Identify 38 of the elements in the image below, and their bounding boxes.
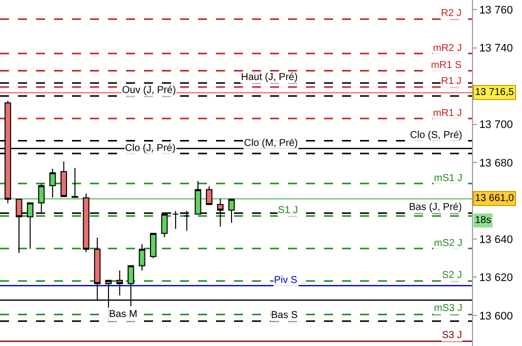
- text: 13 661,0: [475, 193, 514, 204]
- ref-line-label: R2 J: [441, 8, 462, 19]
- ref-line-label: mS2 J: [434, 238, 462, 249]
- ref-line-label: S1 J: [278, 205, 298, 216]
- y-tick-label: 13 600: [479, 310, 513, 322]
- ref-line-label: R1 J: [441, 76, 462, 87]
- ref-line-label: Piv S: [274, 275, 298, 286]
- y-tick-label: 13 620: [479, 272, 513, 284]
- candlestick: [116, 270, 123, 296]
- ref-line-label: Bas (J, Pré): [409, 202, 462, 213]
- ref-line-label: Haut (J, Pré): [241, 72, 298, 83]
- candlestick: [60, 161, 67, 198]
- ref-line-label: Clo (S, Pré): [410, 130, 462, 141]
- y-tick-label: 13 640: [479, 234, 513, 246]
- ref-line-label: Clo (J, Pré): [125, 143, 176, 154]
- ref-line-label: mS1 J: [434, 173, 462, 184]
- text: 13 716,5: [475, 87, 514, 98]
- candlestick: [72, 167, 78, 198]
- candlestick: [49, 168, 56, 198]
- ref-line-label: S2 J: [442, 270, 462, 281]
- ref-line-label: S3 J: [442, 330, 462, 341]
- ref-line-label: mR2 J: [433, 43, 462, 54]
- y-tick-label: 13 760: [479, 4, 513, 16]
- annotation: Bas M: [109, 309, 138, 320]
- ref-line-label: Clo (M, Pré): [244, 138, 298, 149]
- y-tick-label: 13 700: [479, 119, 513, 132]
- candlestick: [150, 232, 156, 259]
- ref-line-label: mR1 J: [433, 108, 462, 119]
- ref-line-label: Bas S: [271, 310, 298, 321]
- y-tick-label: 13 680: [479, 157, 513, 170]
- ref-line-label: mR1 S: [431, 60, 462, 71]
- ref-line-label: mS3 J: [434, 303, 462, 314]
- candlestick: [228, 198, 235, 224]
- ref-line-label: Ouv (J, Pré): [122, 85, 176, 96]
- candlestick: [206, 186, 212, 206]
- y-tick-label: 13 740: [479, 42, 513, 55]
- candlestick: [138, 244, 146, 271]
- text: 18s: [475, 215, 492, 226]
